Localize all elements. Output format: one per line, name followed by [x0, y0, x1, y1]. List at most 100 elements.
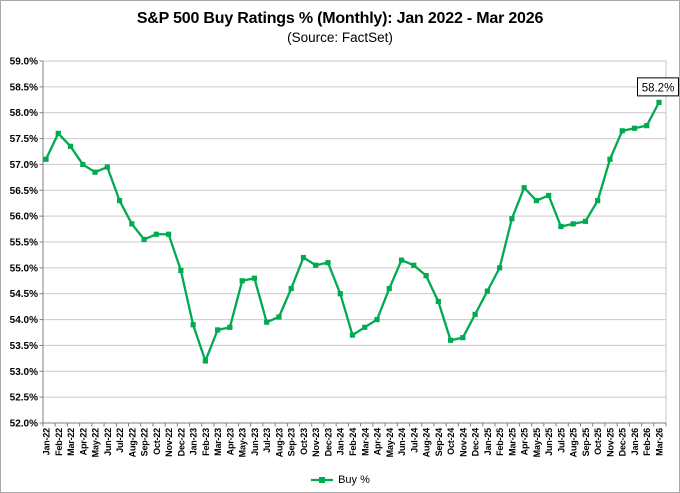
- data-point-marker: [558, 223, 564, 230]
- data-point-marker: [202, 358, 208, 364]
- data-point-marker: [337, 291, 343, 297]
- x-tick-label: Jan-24: [336, 428, 346, 456]
- x-tick-label: Jun-24: [397, 428, 407, 456]
- x-tick-label: Jul-25: [556, 428, 566, 453]
- x-tick-label: Jun-22: [103, 428, 113, 456]
- y-tick-label: 54.0%: [10, 315, 38, 326]
- x-tick-label: Mar-24: [360, 428, 370, 456]
- data-point-marker: [533, 198, 539, 204]
- x-tick-label: Jan-25: [483, 428, 493, 456]
- x-tick-label: Aug-24: [422, 428, 432, 457]
- x-tick-label: Dec-22: [176, 428, 186, 457]
- data-point-marker: [104, 164, 110, 170]
- data-point-marker: [582, 218, 589, 224]
- x-tick-label: Jul-23: [262, 428, 272, 453]
- legend: Buy %: [1, 472, 679, 488]
- data-point-marker: [80, 161, 86, 168]
- legend-label: Buy %: [338, 474, 370, 486]
- x-tick-label: Jan-22: [42, 428, 52, 456]
- data-label-box: [637, 77, 679, 97]
- x-tick-label: Aug-23: [274, 428, 284, 457]
- data-point-marker: [497, 265, 503, 271]
- x-tick-label: Apr-24: [373, 428, 383, 456]
- x-tick-label: Feb-25: [495, 428, 505, 456]
- data-point-marker: [411, 262, 417, 268]
- x-tick-label: Oct-25: [593, 428, 603, 455]
- data-point-marker: [300, 254, 307, 261]
- legend-marker-icon: [311, 477, 334, 483]
- x-tick-label: Jun-23: [250, 428, 260, 456]
- data-point-marker: [484, 288, 490, 294]
- data-point-marker: [264, 319, 270, 325]
- data-point-marker: [116, 198, 123, 204]
- x-tick-label: Mar-26: [655, 428, 665, 456]
- data-point-marker: [67, 143, 74, 149]
- data-point-marker: [447, 337, 454, 343]
- data-point-marker: [227, 324, 233, 330]
- data-point-marker: [313, 262, 319, 268]
- data-point-marker: [215, 327, 221, 333]
- y-tick-label: 57.5%: [10, 134, 38, 145]
- x-tick-label: Apr-23: [225, 428, 235, 456]
- x-tick-label: Jan-26: [630, 428, 640, 456]
- y-tick-label: 56.0%: [10, 212, 38, 223]
- x-tick-label: May-24: [385, 428, 395, 458]
- y-tick-label: 52.5%: [10, 393, 38, 404]
- data-point-marker: [141, 236, 147, 243]
- x-tick-label: Aug-22: [127, 428, 137, 457]
- x-tick-label: Mar-23: [213, 428, 223, 456]
- data-point-marker: [239, 278, 245, 284]
- data-point-marker: [472, 311, 478, 317]
- data-point-marker: [325, 260, 331, 266]
- data-point-marker: [460, 335, 466, 341]
- data-point-marker: [521, 185, 527, 191]
- y-tick-label: 57.0%: [10, 160, 38, 171]
- y-tick-label: 58.0%: [10, 108, 38, 119]
- x-tick-label: Jun-25: [544, 428, 554, 456]
- data-point-marker: [129, 221, 135, 227]
- y-tick-label: 56.5%: [10, 186, 38, 197]
- x-tick-label: Feb-23: [201, 428, 211, 456]
- data-point-marker: [398, 257, 405, 263]
- x-tick-label: Nov-24: [458, 428, 468, 457]
- data-point-marker: [190, 322, 196, 328]
- x-tick-label: Jan-23: [189, 428, 199, 456]
- x-tick-label: Nov-22: [164, 428, 174, 457]
- data-point-marker: [607, 156, 613, 162]
- data-label: 58.2%: [642, 82, 675, 94]
- data-point-marker: [92, 169, 98, 175]
- y-tick-label: 55.5%: [10, 238, 38, 249]
- x-tick-label: Feb-24: [348, 428, 358, 456]
- x-tick-label: Dec-25: [618, 428, 628, 457]
- data-point-marker: [570, 221, 576, 227]
- data-point-marker: [288, 285, 294, 292]
- data-point-marker: [349, 332, 356, 338]
- data-point-marker: [631, 125, 638, 131]
- data-point-marker: [43, 156, 49, 162]
- data-point-marker: [644, 123, 650, 129]
- data-point-marker: [374, 316, 380, 323]
- data-point-marker: [619, 128, 625, 134]
- chart-title: S&P 500 Buy Ratings % (Monthly): Jan 202…: [136, 10, 544, 27]
- data-point-marker: [509, 216, 515, 222]
- x-tick-label: Mar-25: [507, 428, 517, 456]
- data-point-marker: [166, 231, 172, 237]
- x-tick-label: Sep-24: [434, 428, 444, 457]
- y-tick-label: 54.5%: [10, 289, 38, 300]
- x-tick-label: May-25: [532, 428, 542, 458]
- x-tick-label: Feb-26: [642, 428, 652, 456]
- x-tick-label: Apr-22: [78, 428, 88, 456]
- data-point-marker: [55, 130, 61, 136]
- data-point-marker: [435, 298, 441, 305]
- x-tick-label: Aug-25: [569, 428, 579, 457]
- x-tick-label: Jul-24: [409, 428, 419, 453]
- y-tick-label: 53.5%: [10, 341, 38, 352]
- data-point-marker: [276, 314, 282, 320]
- x-tick-label: Sep-25: [581, 428, 591, 457]
- buy-series-line: [44, 101, 661, 363]
- data-point-marker: [362, 324, 368, 330]
- x-tick-label: Jul-22: [115, 428, 125, 453]
- x-tick-label: Oct-24: [446, 428, 456, 455]
- data-point-marker: [178, 267, 184, 274]
